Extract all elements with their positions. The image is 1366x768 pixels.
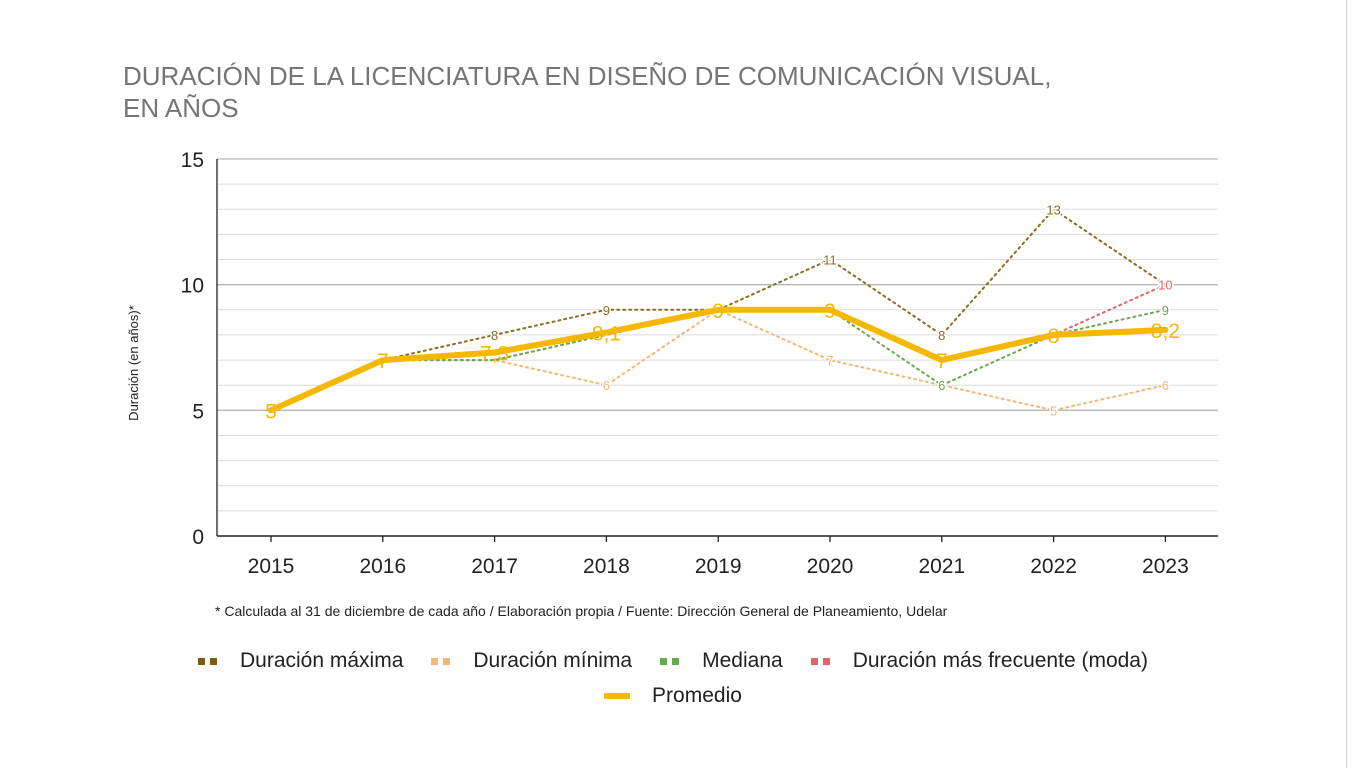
x-tick-label: 2020 [807,555,854,578]
average-data-label: 7,3 [480,343,509,366]
series-data-label: 10 [1158,278,1172,293]
page-edge [1346,0,1366,768]
legend-label-max: Duración máxima [240,649,404,672]
legend-item-median: Mediana [660,649,783,673]
series-data-label: 13 [1046,202,1060,217]
series-data-label: 9 [603,303,610,318]
x-tick-label: 2016 [359,555,406,578]
legend-item-average: Promedio [604,684,742,708]
series-line-0 [381,207,1167,362]
series-data-label: 9 [1162,303,1169,318]
average-data-label: 8 [1048,325,1060,348]
legend-row-2: Promedio [0,681,1346,711]
series-data-label: 7 [826,353,833,368]
y-axis-ticks: 0 5 10 15 [181,149,218,549]
chart-title: DURACIÓN DE LA LICENCIATURA EN DISEÑO DE… [123,60,1223,124]
legend-item-min: Duración mínima [431,649,632,673]
series-lines [268,207,1169,414]
chart-title-line-1: DURACIÓN DE LA LICENCIATURA EN DISEÑO DE… [123,61,1052,91]
legend-swatch-min [431,657,455,665]
legend: Duración máxima Duración mínima Mediana … [0,646,1346,716]
legend-swatch-mode [810,657,835,665]
y-tick-label: 5 [192,400,204,423]
chart-title-line-2: EN AÑOS [123,93,239,123]
average-data-label: 5 [265,400,277,423]
legend-item-max: Duración máxima [198,649,403,673]
footnote: * Calculada al 31 de diciembre de cada a… [215,603,948,619]
average-data-label: 7 [377,350,389,373]
x-tick-label: 2021 [918,555,965,578]
x-tick-label: 2017 [471,555,518,578]
x-tick-label: 2019 [695,555,742,578]
legend-label-min: Duración mínima [473,649,633,672]
legend-label-median: Mediana [702,649,783,672]
series-line-1 [381,308,1167,412]
series-data-label: 6 [1162,378,1169,393]
average-data-label: 8,1 [592,322,621,345]
y-tick-label: 10 [181,275,204,298]
series-data-label: 6 [603,378,610,393]
x-tick-label: 2018 [583,555,630,578]
legend-row-1: Duración máxima Duración mínima Mediana … [0,646,1346,676]
legend-swatch-median [660,657,684,665]
series-data-label: 8 [938,328,945,343]
x-axis: 2015 2016 2017 2018 2019 2020 2021 2022 2023 [217,535,1218,578]
legend-label-mode: Duración más frecuente (moda) [852,649,1148,672]
legend-label-average: Promedio [652,684,742,707]
x-tick-label: 2023 [1142,555,1189,578]
legend-swatch-average [604,693,631,699]
average-data-label: 8,2 [1151,320,1180,343]
y-tick-label: 15 [181,149,204,172]
average-data-label: 7 [936,350,948,373]
series-data-label: 5 [1050,403,1057,418]
series-data-label: 8 [491,328,498,343]
x-tick-label: 2022 [1030,555,1077,578]
y-tick-label: 0 [192,526,204,549]
data-labels: 8 9 11 8 13 6 7 5 6 6 9 10 5 7 7,3 8,1 9 9 7 8 8,2 [265,201,1180,424]
y-axis-label: Duración (en años)* [126,305,141,421]
series-line-4 [268,306,1169,414]
series-data-label: 11 [823,253,837,268]
series-data-label: 6 [938,378,945,393]
legend-item-mode: Duración más frecuente (moda) [810,649,1148,673]
average-data-label: 9 [824,300,836,323]
legend-swatch-max [198,657,222,665]
average-data-label: 9 [712,300,724,323]
x-tick-label: 2015 [248,555,295,578]
